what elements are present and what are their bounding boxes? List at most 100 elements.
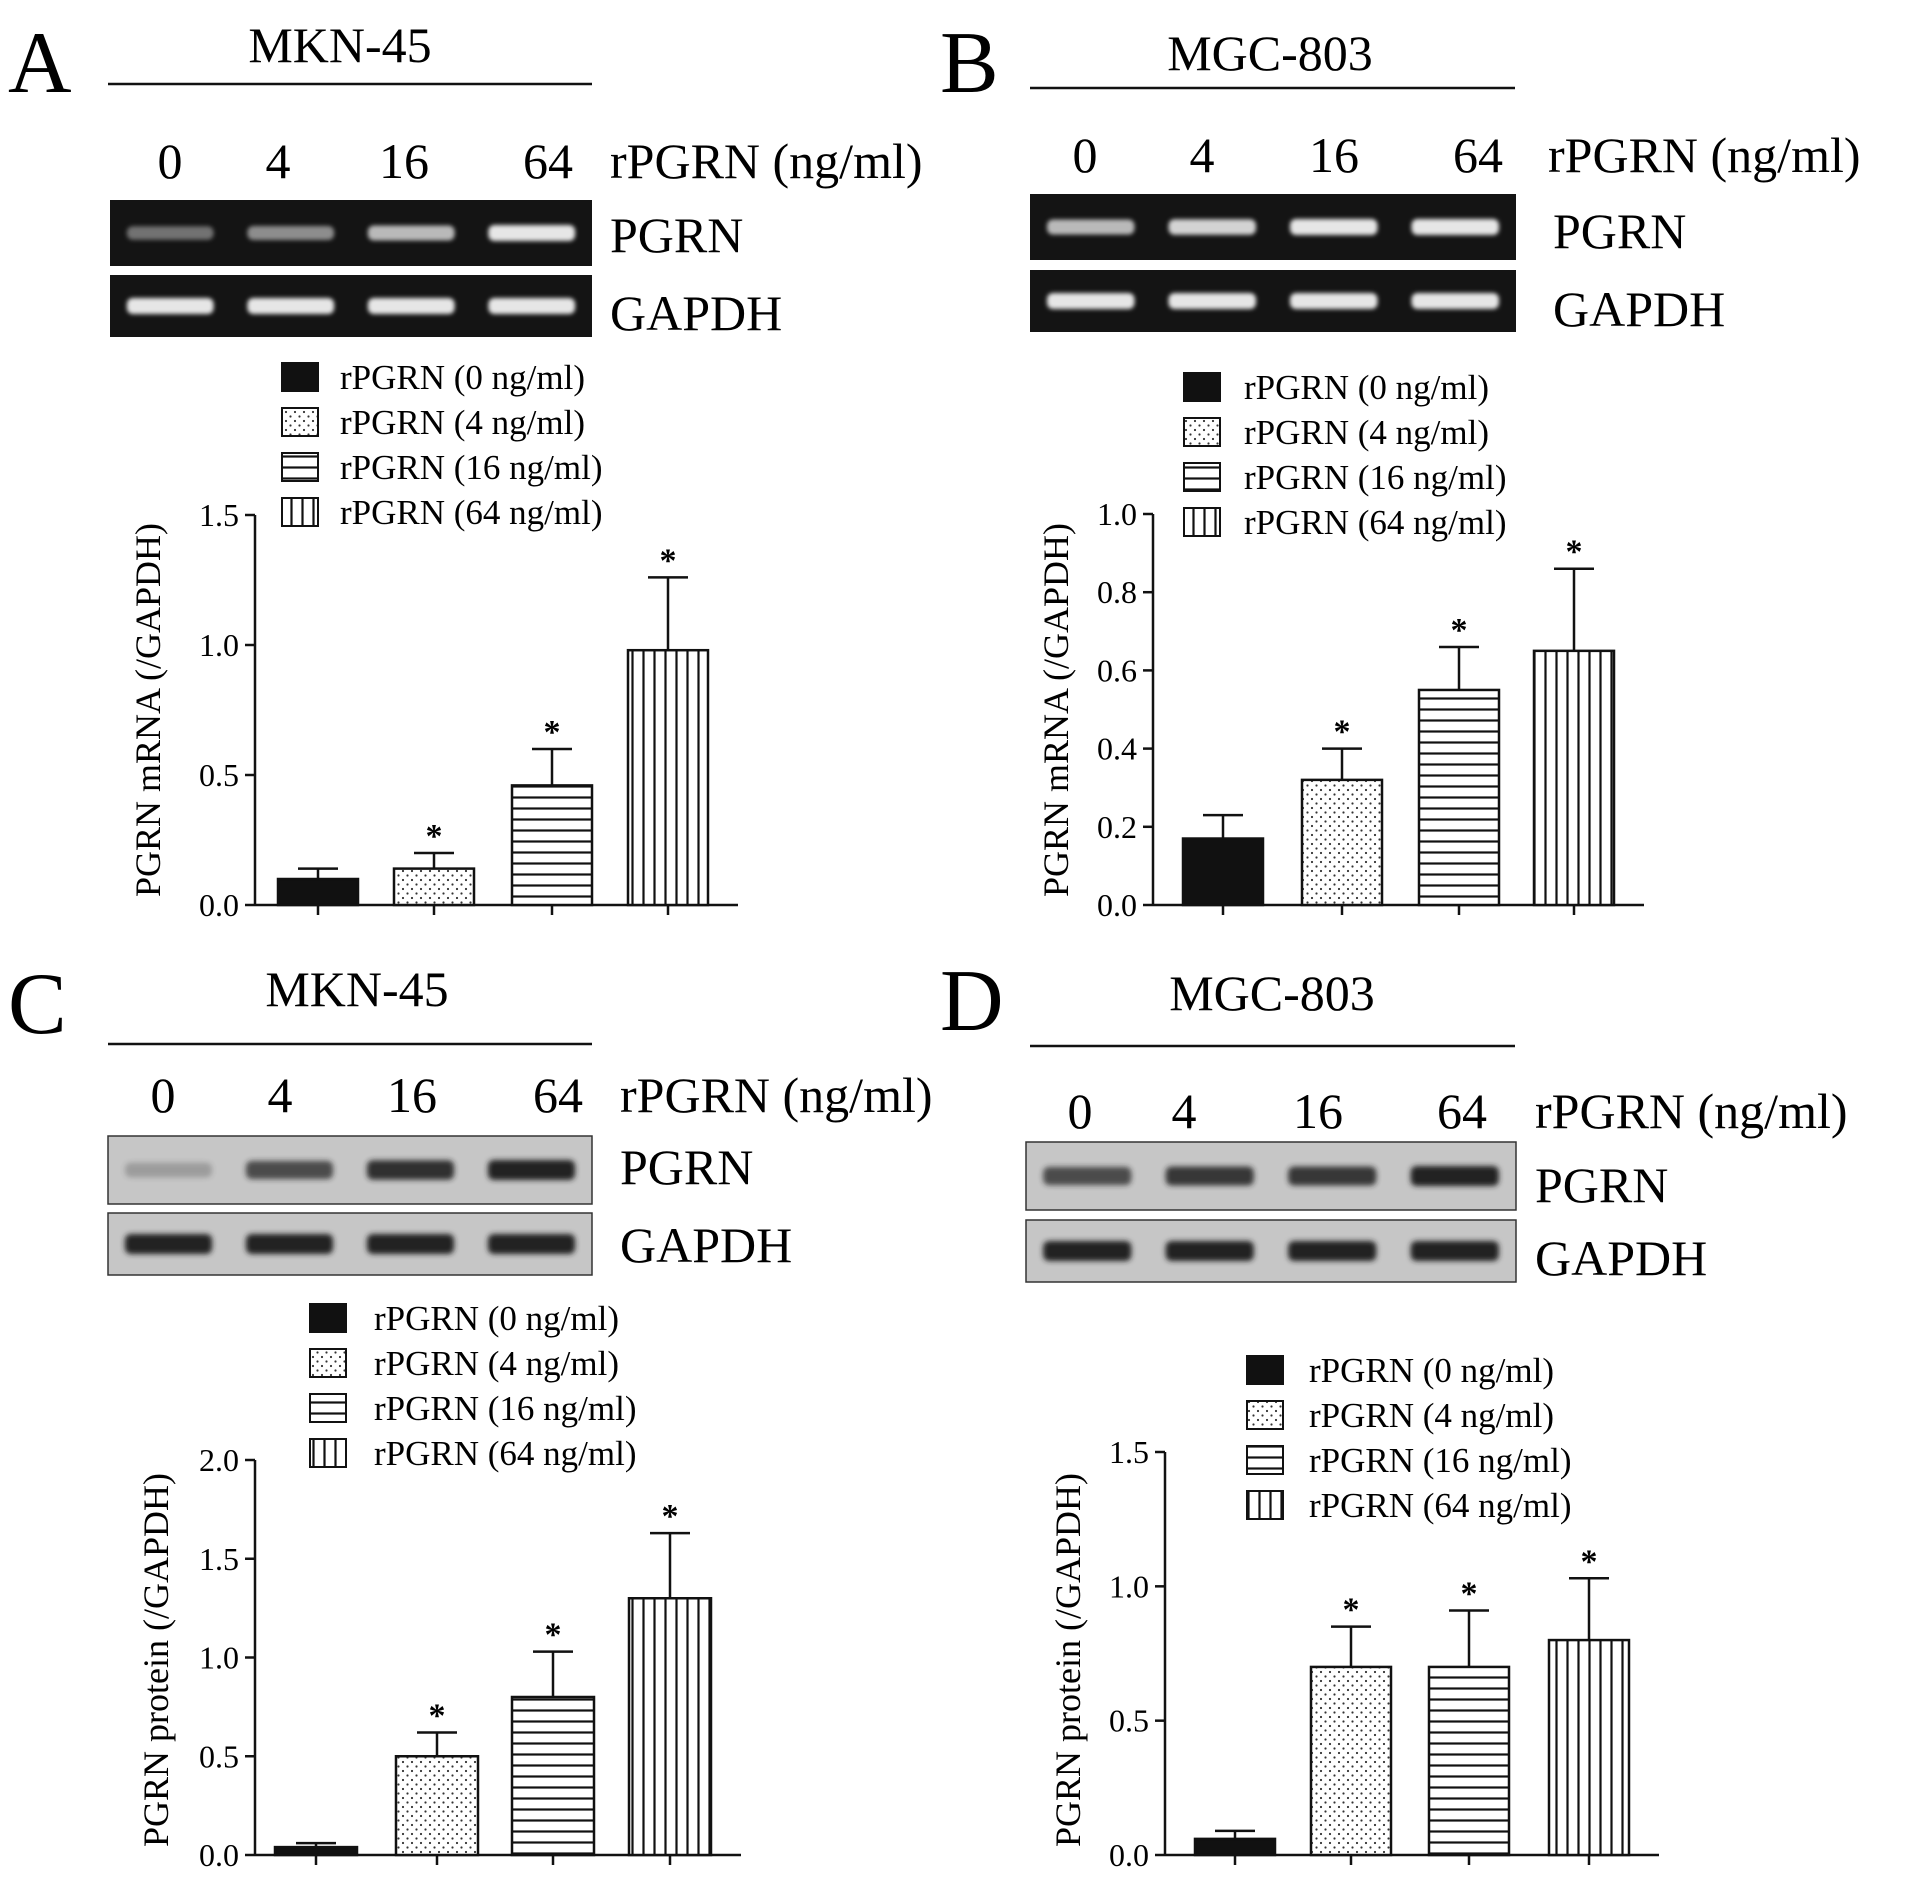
band-label-pgrn: PGRN bbox=[610, 207, 743, 263]
significance-star: * bbox=[1581, 1543, 1598, 1580]
y-tick-label: 0.0 bbox=[199, 887, 239, 923]
y-tick-label: 0.0 bbox=[1109, 1837, 1149, 1873]
bar bbox=[392, 867, 476, 907]
treatment-label: rPGRN (ng/ml) bbox=[610, 133, 923, 189]
legend-swatch bbox=[1183, 417, 1221, 447]
band-label-gapdh: GAPDH bbox=[1535, 1230, 1707, 1286]
blot-strip-gapdh bbox=[1025, 1219, 1517, 1283]
y-tick-label: 0.5 bbox=[199, 757, 239, 793]
panel-c: C MKN-450 4 16 64 rPGRN (ng/ml)PGRNGAPDHrPGRN… bbox=[8, 956, 933, 1873]
legend-entry: rPGRN (0 ng/ml) bbox=[1244, 368, 1489, 407]
legend-swatch bbox=[1183, 372, 1221, 402]
panel-letter: C bbox=[8, 956, 67, 1053]
bar bbox=[1547, 1638, 1631, 1857]
blot-band bbox=[1047, 293, 1135, 309]
lane-label: 16 bbox=[1293, 1083, 1343, 1139]
y-tick-label: 0.4 bbox=[1097, 731, 1137, 767]
blot-strip-pgrn bbox=[107, 1135, 593, 1205]
blot-band bbox=[488, 225, 576, 241]
lane-label: 4 bbox=[1190, 127, 1215, 183]
blot-band bbox=[1288, 1241, 1377, 1261]
significance-star: * bbox=[1461, 1576, 1478, 1613]
blot-band bbox=[1047, 219, 1135, 235]
bar-chart: rPGRN (0 ng/ml) rPGRN (4 ng/ml) rPGRN (16 … bbox=[1036, 368, 1644, 923]
legend-swatch bbox=[1183, 462, 1221, 492]
panel-b: B MGC-803 0 4 16 64 rPGRN (ng/ml) PGRN GAPDH rPGR… bbox=[940, 15, 1861, 923]
y-tick-label: 1.0 bbox=[199, 627, 239, 663]
treatment-label: rPGRN (ng/ml) bbox=[1548, 127, 1861, 183]
lane-label: 64 bbox=[523, 133, 573, 189]
treatment-label: rPGRN (ng/ml) bbox=[1535, 1083, 1848, 1139]
bar bbox=[273, 1845, 359, 1857]
y-tick-label: 2.0 bbox=[199, 1442, 239, 1478]
legend-swatch bbox=[309, 1438, 347, 1468]
legend-entry: rPGRN (0 ng/ml) bbox=[374, 1299, 619, 1338]
y-axis-label: PGRN protein (/GAPDH) bbox=[1048, 1473, 1088, 1847]
significance-star: * bbox=[429, 1698, 446, 1735]
lane-label: 4 bbox=[266, 133, 291, 189]
blot-band bbox=[245, 1160, 334, 1180]
blot-band bbox=[1290, 293, 1378, 309]
blot-band bbox=[1043, 1166, 1132, 1186]
bar-chart: rPGRN (0 ng/ml) rPGRN (4 ng/ml) rPGRN (16 … bbox=[136, 1299, 741, 1873]
blot-strip-gapdh bbox=[1030, 270, 1516, 332]
blot-band bbox=[245, 1234, 334, 1254]
cell-line-title: MKN-45 bbox=[265, 961, 448, 1017]
legend-entry: rPGRN (4 ng/ml) bbox=[340, 403, 585, 442]
significance-star: * bbox=[426, 818, 443, 855]
y-tick-label: 0.5 bbox=[199, 1738, 239, 1774]
blot-strip-gapdh bbox=[107, 1212, 593, 1276]
legend-entry: rPGRN (64 ng/ml) bbox=[340, 493, 603, 532]
panel-d: D MGC-803 0 4 16 64 rPGRN (ng/ml) PGRN GAPDH rPGR… bbox=[940, 953, 1848, 1873]
blot-band bbox=[247, 226, 335, 240]
bar bbox=[510, 1695, 596, 1857]
significance-star: * bbox=[544, 714, 561, 751]
panel-letter: D bbox=[940, 953, 1004, 1050]
legend-entry: rPGRN (16 ng/ml) bbox=[340, 448, 603, 487]
legend-swatch bbox=[281, 407, 319, 437]
band-label-gapdh: GAPDH bbox=[620, 1217, 792, 1273]
band-label-pgrn: PGRN bbox=[1535, 1157, 1668, 1213]
blot-band bbox=[367, 298, 455, 314]
band-label-pgrn: PGRN bbox=[620, 1139, 753, 1195]
bar bbox=[1532, 649, 1616, 907]
significance-star: * bbox=[1451, 612, 1468, 649]
lane-label: 16 bbox=[387, 1067, 437, 1123]
blot-band bbox=[488, 298, 576, 314]
blot-band bbox=[247, 298, 335, 314]
legend-entry: rPGRN (16 ng/ml) bbox=[374, 1389, 637, 1428]
legend-entry: rPGRN (64 ng/ml) bbox=[374, 1434, 637, 1473]
blot-strip-pgrn bbox=[110, 200, 592, 266]
bar-chart: rPGRN (0 ng/ml) rPGRN (4 ng/ml) rPGRN (16 … bbox=[1048, 1351, 1659, 1873]
y-tick-label: 1.0 bbox=[199, 1640, 239, 1676]
bar bbox=[1309, 1665, 1393, 1857]
legend-swatch bbox=[309, 1303, 347, 1333]
blot-band bbox=[1165, 1241, 1254, 1261]
lane-label: 4 bbox=[1172, 1083, 1197, 1139]
lane-label: 64 bbox=[1453, 127, 1503, 183]
blot-band bbox=[366, 1234, 455, 1254]
bar bbox=[1427, 1665, 1511, 1857]
legend-entry: rPGRN (64 ng/ml) bbox=[1244, 503, 1507, 542]
panel-a: A MKN-45 0 4 16 64 rPGRN (ng/ml) PGRN GAPDH rPGRN… bbox=[8, 15, 923, 923]
y-tick-label: 0.2 bbox=[1097, 809, 1137, 845]
legend-entry: rPGRN (64 ng/ml) bbox=[1309, 1486, 1572, 1525]
significance-star: * bbox=[660, 542, 677, 579]
lane-label: 0 bbox=[151, 1067, 176, 1123]
y-axis-label: PGRN mRNA (/GAPDH) bbox=[128, 523, 168, 897]
blot-strip-gapdh bbox=[110, 275, 592, 337]
lane-label: 64 bbox=[1437, 1083, 1487, 1139]
legend-swatch bbox=[309, 1393, 347, 1423]
legend-entry: rPGRN (16 ng/ml) bbox=[1244, 458, 1507, 497]
blot-band bbox=[1290, 219, 1378, 235]
cell-line-title: MGC-803 bbox=[1167, 25, 1373, 81]
blot-band bbox=[1043, 1241, 1132, 1261]
blot-band bbox=[366, 1160, 455, 1180]
bar bbox=[276, 877, 360, 907]
blot-strip-pgrn bbox=[1030, 194, 1516, 260]
legend-swatch bbox=[281, 362, 319, 392]
legend-swatch bbox=[281, 452, 319, 482]
significance-star: * bbox=[1343, 1592, 1360, 1629]
legend-entry: rPGRN (0 ng/ml) bbox=[1309, 1351, 1554, 1390]
